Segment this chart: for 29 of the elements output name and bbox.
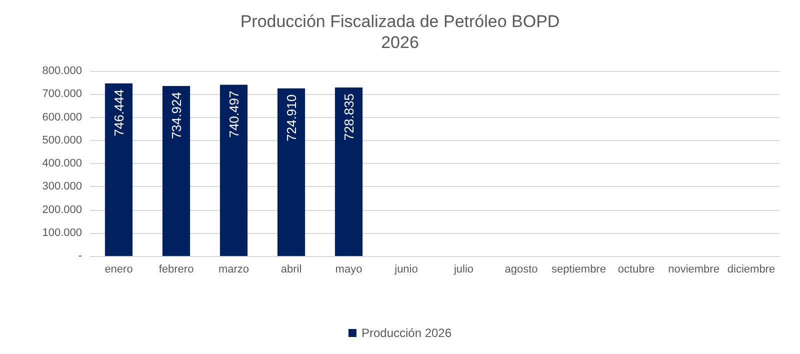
x-tick-label: julio [452, 264, 474, 276]
x-tick-label: septiembre [552, 264, 606, 276]
x-tick-label: mayo [335, 264, 362, 276]
y-tick-label: 800.000 [42, 65, 82, 77]
y-tick-label: - [78, 250, 82, 262]
data-label: 728.835 [341, 93, 356, 140]
chart-title: Producción Fiscalizada de Petróleo BOPD [240, 12, 560, 31]
x-tick-label: abril [280, 264, 302, 276]
x-tick-label: diciembre [727, 264, 776, 276]
x-tick-label: febrero [158, 264, 194, 276]
x-tick-label: enero [104, 264, 133, 276]
y-tick-label: 500.000 [42, 134, 82, 146]
x-tick-label: marzo [218, 264, 250, 276]
y-tick-label: 700.000 [42, 88, 82, 100]
x-tick-label: noviembre [668, 264, 720, 276]
data-label: 746.444 [111, 89, 126, 136]
y-tick-label: 300.000 [42, 180, 82, 193]
x-tick-label: junio [394, 264, 418, 276]
legend-label: Producción 2026 [361, 326, 452, 340]
y-tick-label: 200.000 [42, 204, 82, 216]
y-tick-label: 100.000 [42, 226, 82, 239]
data-label: 734.924 [168, 92, 184, 140]
chart-subtitle: 2026 [381, 33, 419, 52]
y-tick-label: 400.000 [42, 158, 82, 170]
y-tick-label: 600.000 [42, 111, 82, 124]
data-label: 740.497 [226, 90, 242, 138]
data-label: 724.910 [284, 94, 299, 142]
x-tick-label: octubre [618, 264, 655, 276]
x-tick-label: agosto [504, 264, 538, 276]
